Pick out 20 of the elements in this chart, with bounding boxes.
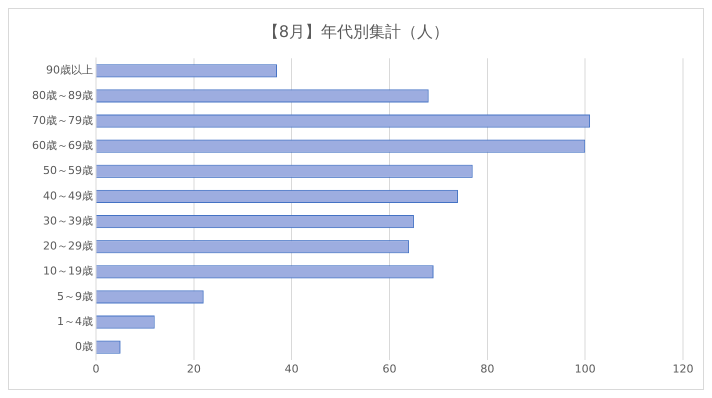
y-tick-label: 50～59歳: [42, 164, 93, 178]
y-tick-label: 1～4歳: [56, 314, 93, 328]
x-tick-label: 100: [574, 362, 596, 376]
x-tick-label: 0: [92, 362, 100, 376]
x-tick-label: 40: [284, 362, 299, 376]
x-tick-label: 80: [480, 362, 494, 376]
y-tick-label: 90歳以上: [46, 64, 93, 77]
y-tick-label: 10～19歳: [42, 264, 93, 278]
x-tick-label: 20: [186, 362, 201, 376]
y-tick-label: 30～39歳: [42, 214, 93, 228]
y-tick-label: 40～49歳: [42, 189, 93, 202]
y-tick-label: 70歳～79歳: [32, 114, 93, 127]
x-tick-label: 120: [672, 362, 694, 376]
y-tick-label: 0歳: [74, 340, 93, 354]
y-tick-label: 5～9歳: [56, 290, 93, 303]
y-tick-label: 80歳～89歳: [32, 88, 93, 102]
y-tick-label: 20～29歳: [42, 240, 93, 253]
y-tick-label: 60歳～69歳: [32, 139, 93, 152]
x-tick-label: 60: [382, 362, 396, 376]
chart-title: 【8月】年代別集計（人）: [262, 22, 450, 41]
